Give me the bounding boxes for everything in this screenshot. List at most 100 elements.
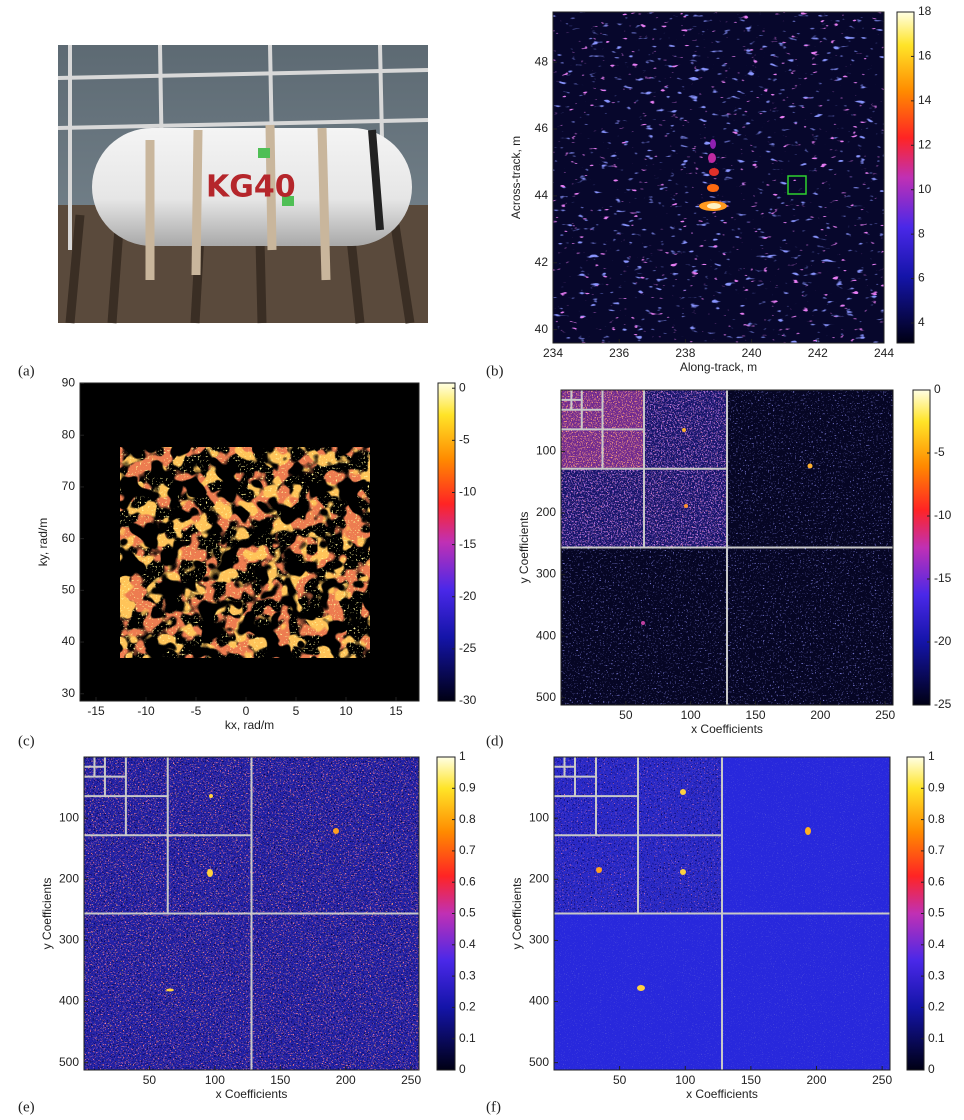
panel-label: (f) [486,1099,501,1115]
y-tick-label: 500 [529,1055,549,1069]
colorbar-tick-label: 0.1 [928,1031,945,1045]
colorbar-tick-label: 0 [934,382,941,396]
colorbar [912,389,931,706]
panel-label: (e) [18,1099,35,1115]
plot-frame [560,389,894,706]
x-tick-label: 200 [810,708,830,722]
colorbar-tick-label: 1 [459,749,466,763]
colorbar-tick-label: 0 [459,380,466,394]
colorbar-tick-label: 0.8 [928,812,945,826]
hot-spot [680,789,686,795]
y-tick-label: 100 [59,810,79,824]
x-tick-label: 242 [808,346,828,360]
x-tick-label: 50 [619,708,633,722]
colorbar-tick-label: -5 [459,433,470,447]
colorbar-tick-label: 0.2 [928,1000,945,1014]
panel-label: (c) [18,733,35,749]
y-tick-label: 500 [59,1055,79,1069]
x-tick-label: 238 [675,346,695,360]
y-tick-label: 48 [535,54,549,68]
colorbar-tick-label: -25 [459,641,477,655]
y-tick-label: 400 [536,628,556,642]
x-tick-label: 15 [389,704,403,718]
y-axis-label: y Coefficients [517,512,531,584]
y-tick-label: 44 [535,188,549,202]
y-tick-label: 100 [529,810,549,824]
photo-tank [92,128,412,246]
colorbar-tick-label: 0.1 [459,1031,476,1045]
hot-spot [684,504,688,508]
x-tick-label: 100 [205,1073,225,1087]
y-tick-label: 50 [62,583,76,597]
colorbar-tick-label: 0.9 [928,780,945,794]
y-tick-label: 80 [62,427,76,441]
colorbar-tick-label: -30 [459,693,477,707]
colorbar-tick-label: 0.3 [928,968,945,982]
hot-spot [807,463,813,469]
y-tick-label: 200 [529,871,549,885]
hot-spot [166,988,174,992]
colorbar [437,382,456,702]
colorbar-tick-label: 0.7 [459,843,476,857]
x-tick-label: 150 [746,708,766,722]
hot-spot [707,203,721,209]
hot-spot [682,428,686,432]
heatmap-texture [553,12,884,343]
hot-spot [596,867,602,873]
x-axis-label: kx, rad/m [225,718,274,732]
colorbar-tick-label: 0.7 [928,843,945,857]
colorbar-tick-label: -20 [459,589,477,603]
colorbar-tick-label: 10 [918,182,932,196]
hot-spot [805,827,811,835]
photo-text: KG40 [206,170,296,205]
x-tick-label: 150 [741,1073,761,1087]
colorbar-tick-label: 14 [918,93,932,107]
x-tick-label: 250 [875,708,895,722]
colorbar [896,11,915,344]
y-tick-label: 100 [536,444,556,458]
x-axis-label: x Coefficients [686,1087,758,1101]
plot-frame [79,382,420,702]
x-tick-label: 234 [543,346,563,360]
colorbar-tick-label: 16 [918,49,932,63]
y-tick-label: 300 [529,933,549,947]
colorbar-tick-label: 0.3 [459,968,476,982]
y-tick-label: 40 [62,634,76,648]
plot-frame [553,756,891,1071]
x-tick-label: -10 [137,704,155,718]
x-axis-label: Along-track, m [680,360,757,374]
colorbar-tick-label: 6 [918,271,925,285]
hot-spot [637,985,645,991]
colorbar-tick-label: 0.6 [459,874,476,888]
colorbar-tick-label: 0.9 [459,780,476,794]
y-tick-label: 300 [536,567,556,581]
colorbar-tick-label: 8 [918,226,925,240]
x-tick-label: 5 [293,704,300,718]
x-tick-label: 100 [675,1073,695,1087]
target-box [787,175,807,195]
x-tick-label: 150 [270,1073,290,1087]
y-axis-label: Across-track, m [509,136,523,219]
plot-frame [83,756,420,1071]
colorbar-tick-label: 0.5 [928,906,945,920]
x-tick-label: 200 [806,1073,826,1087]
x-tick-label: 236 [609,346,629,360]
y-tick-label: 90 [62,376,76,390]
hot-spot [710,139,716,149]
hot-spot [333,828,339,834]
colorbar-tick-label: 0.8 [459,812,476,826]
colorbar-tick-label: 4 [918,315,925,329]
colorbar-tick-label: -15 [934,571,952,585]
photo: KG40 [57,44,429,324]
y-tick-label: 30 [62,686,76,700]
colorbar-tick-label: 0.6 [928,874,945,888]
plot-frame [552,11,885,344]
x-tick-label: 50 [613,1073,627,1087]
colorbar-tick-label: 0 [928,1062,935,1076]
y-axis-label: y Coefficients [40,878,54,950]
x-axis-label: x Coefficients [691,722,763,736]
x-tick-label: 240 [742,346,762,360]
colorbar-tick-label: -10 [459,485,477,499]
x-tick-label: -5 [191,704,202,718]
